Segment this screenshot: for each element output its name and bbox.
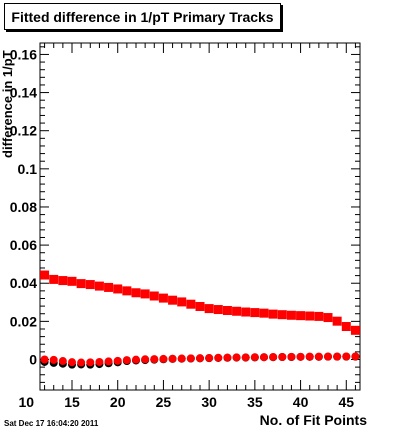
data-point-square <box>350 325 360 335</box>
data-point-circle <box>260 353 268 362</box>
data-point-square <box>241 307 251 317</box>
chart-title-text: Fitted difference in 1/pT Primary Tracks <box>11 8 274 25</box>
data-point-square <box>85 280 95 290</box>
data-point-circle <box>196 354 204 363</box>
data-point-square <box>168 295 178 305</box>
data-point-circle <box>232 353 241 362</box>
x-tick-label: 15 <box>64 394 80 410</box>
data-point-circle <box>95 357 104 366</box>
data-point-square <box>177 297 187 307</box>
data-point-circle <box>314 352 323 361</box>
data-point-circle <box>58 357 67 366</box>
y-tick-label: 0.08 <box>10 199 37 215</box>
data-point-circle <box>40 355 49 364</box>
data-point-square <box>232 306 242 316</box>
y-tick-label: 0.06 <box>10 237 37 253</box>
y-tick-label: 0.16 <box>10 46 37 62</box>
data-point-square <box>40 270 50 280</box>
data-point-circle <box>250 353 259 362</box>
y-axis-label-text: difference in 1/pT <box>0 50 15 158</box>
y-tick-label: 0.12 <box>10 123 37 139</box>
data-point-circle <box>141 355 150 364</box>
data-point-square <box>113 284 123 294</box>
data-point-square <box>76 279 86 289</box>
data-point-circle <box>132 355 140 364</box>
data-point-square <box>186 299 196 309</box>
data-point-square <box>314 311 324 321</box>
data-point-square <box>332 316 342 326</box>
data-point-circle <box>278 353 287 362</box>
data-point-circle <box>214 353 223 362</box>
x-tick-label: 30 <box>201 394 217 410</box>
x-axis: 10 15 20 25 30 35 40 45 <box>18 43 356 410</box>
data-point-circle <box>77 358 86 367</box>
x-tick-label: 45 <box>338 394 354 410</box>
data-point-square <box>58 276 68 286</box>
data-point-circle <box>223 353 232 362</box>
data-point-square <box>277 310 287 320</box>
x-tick-label: 25 <box>156 394 172 410</box>
data-point-circle <box>177 354 186 363</box>
data-point-square <box>213 305 223 315</box>
data-point-square <box>204 304 214 314</box>
data-point-square <box>122 286 132 296</box>
data-point-circle <box>49 355 58 364</box>
data-point-square <box>94 281 104 291</box>
data-point-square <box>222 305 232 315</box>
x-tick-label: 40 <box>293 394 309 410</box>
x-tick-label: 10 <box>18 394 34 410</box>
y-tick-label: 0.1 <box>18 161 38 177</box>
data-point-circle <box>305 352 314 361</box>
data-point-square <box>286 310 296 320</box>
data-point-circle <box>296 352 305 361</box>
data-point-circle <box>86 358 95 367</box>
x-tick-label: 20 <box>110 394 126 410</box>
data-point-square <box>323 313 333 323</box>
data-point-square <box>149 291 159 301</box>
data-point-square <box>49 274 59 284</box>
timestamp: Sat Dec 17 16:04:20 2011 <box>4 419 99 428</box>
data-point-circle <box>168 354 177 363</box>
y-tick-label: 0.14 <box>10 85 37 101</box>
data-point-circle <box>150 355 159 364</box>
x-axis-label: No. of Fit Points <box>259 412 367 428</box>
data-point-circle <box>241 353 250 362</box>
data-point-square <box>195 301 205 311</box>
data-point-square <box>305 311 315 321</box>
data-point-square <box>341 322 351 332</box>
x-tick-label: 35 <box>247 394 263 410</box>
data-point-circle <box>351 352 360 361</box>
data-point-circle <box>205 353 214 362</box>
data-point-circle <box>287 352 296 361</box>
data-point-square <box>158 293 168 303</box>
data-point-square <box>268 309 278 319</box>
data-point-square <box>296 311 306 321</box>
data-point-circle <box>269 353 278 362</box>
data-point-circle <box>122 356 131 365</box>
data-point-circle <box>68 358 76 367</box>
data-point-circle <box>104 357 113 366</box>
data-point-circle <box>159 354 168 363</box>
chart-title: Fitted difference in 1/pT Primary Tracks <box>4 3 281 30</box>
data-point-square <box>140 289 150 299</box>
series-0 <box>40 270 360 335</box>
y-axis: 0 0.02 0.04 0.06 0.08 0.1 0.12 0.14 0.16 <box>10 46 360 391</box>
data-point-square <box>104 282 114 292</box>
data-point-circle <box>186 354 195 363</box>
data-marks <box>40 270 360 369</box>
series-2 <box>40 352 360 367</box>
data-point-square <box>250 308 260 318</box>
data-point-square <box>131 288 141 298</box>
data-point-square <box>259 308 269 318</box>
y-tick-label: 0.02 <box>10 313 37 329</box>
data-point-circle <box>324 352 332 361</box>
data-point-circle <box>342 352 351 361</box>
data-point-circle <box>333 352 342 361</box>
y-tick-label: 0.04 <box>10 275 37 291</box>
data-point-square <box>67 276 77 286</box>
plot-frame <box>39 42 361 391</box>
data-point-circle <box>113 356 122 365</box>
y-tick-label: 0 <box>29 351 37 367</box>
